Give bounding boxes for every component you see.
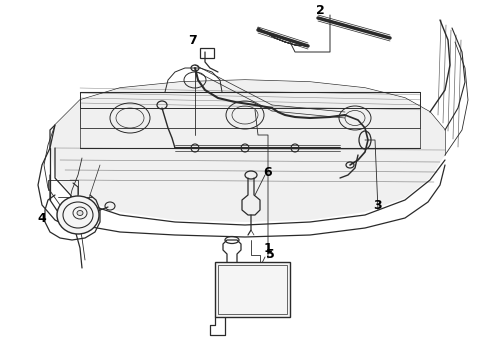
Text: 1: 1 xyxy=(264,242,272,255)
Polygon shape xyxy=(50,80,445,222)
Ellipse shape xyxy=(57,196,99,234)
Polygon shape xyxy=(50,80,445,180)
Ellipse shape xyxy=(77,211,83,216)
Bar xyxy=(200,48,214,58)
Bar xyxy=(215,262,290,317)
Text: 4: 4 xyxy=(38,212,47,225)
Text: 5: 5 xyxy=(266,248,274,261)
Text: 2: 2 xyxy=(316,4,324,17)
Text: 6: 6 xyxy=(264,166,272,179)
Text: 3: 3 xyxy=(374,198,382,212)
Bar xyxy=(218,265,287,314)
Text: 7: 7 xyxy=(188,33,196,46)
